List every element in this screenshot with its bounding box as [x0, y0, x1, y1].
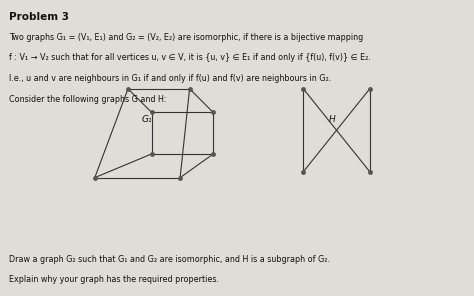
Text: H: H	[328, 115, 335, 124]
Text: Consider the following graphs G and H:: Consider the following graphs G and H:	[9, 95, 167, 104]
Text: Explain why your graph has the required properties.: Explain why your graph has the required …	[9, 275, 219, 284]
Text: f : V₁ → V₂ such that for all vertices u, v ∈ V, it is {u, v} ∈ E₁ if and only i: f : V₁ → V₂ such that for all vertices u…	[9, 53, 371, 62]
Text: Draw a graph G₂ such that G₁ and G₂ are isomorphic, and H is a subgraph of G₂.: Draw a graph G₂ such that G₁ and G₂ are …	[9, 255, 330, 263]
Text: G₁: G₁	[142, 115, 152, 124]
Text: I.e., u and v are neighbours in G₁ if and only if f(u) and f(v) are neighbours i: I.e., u and v are neighbours in G₁ if an…	[9, 74, 332, 83]
Text: Problem 3: Problem 3	[9, 12, 70, 22]
Text: Two graphs G₁ = (V₁, E₁) and G₂ = (V₂, E₂) are isomorphic, if there is a bijecti: Two graphs G₁ = (V₁, E₁) and G₂ = (V₂, E…	[9, 33, 364, 41]
